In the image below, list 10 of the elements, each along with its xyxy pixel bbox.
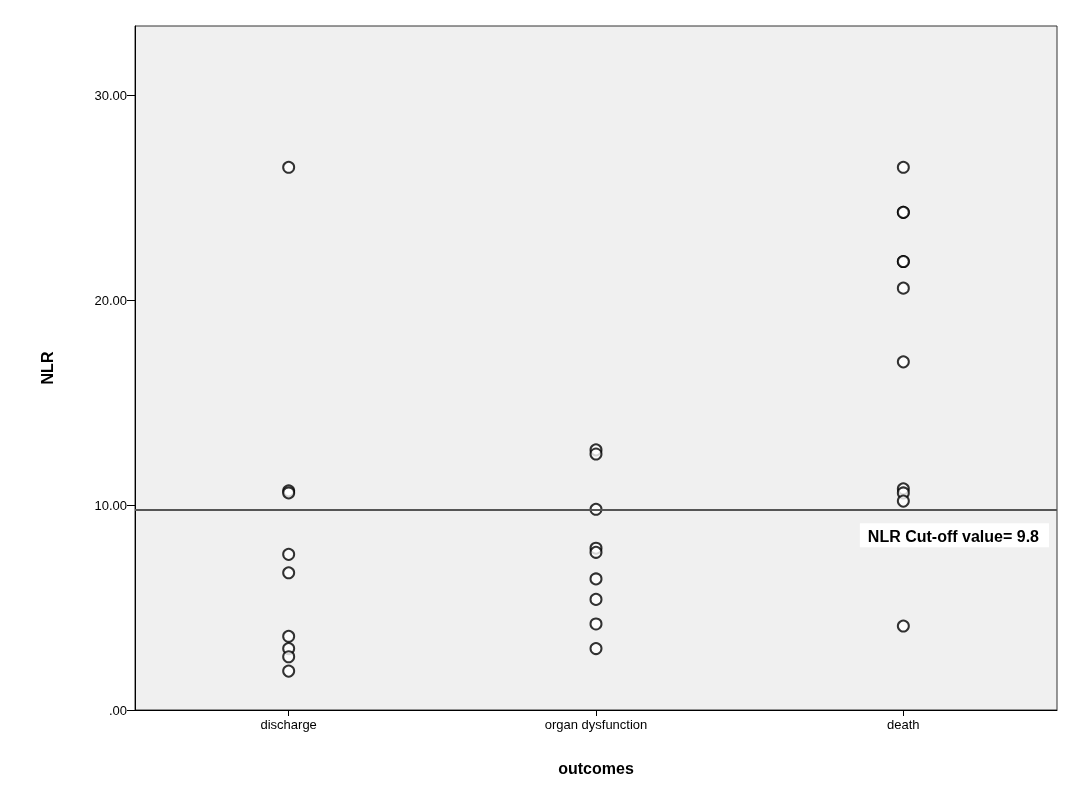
x-axis-title: outcomes (558, 759, 634, 777)
y-tick-label: 10.00 (94, 497, 127, 513)
x-tick-label: discharge (260, 717, 317, 732)
x-tick-label: death (887, 717, 920, 732)
y-tick-label: 30.00 (94, 88, 127, 104)
y-tick-label: 20.00 (94, 292, 127, 308)
x-tick-label: organ dysfunction (544, 717, 648, 732)
y-tick-label: .00 (108, 702, 127, 718)
y-axis-title: NLR (38, 351, 56, 385)
ref-line-label: NLR Cut-off value= 9.8 (867, 527, 1040, 545)
